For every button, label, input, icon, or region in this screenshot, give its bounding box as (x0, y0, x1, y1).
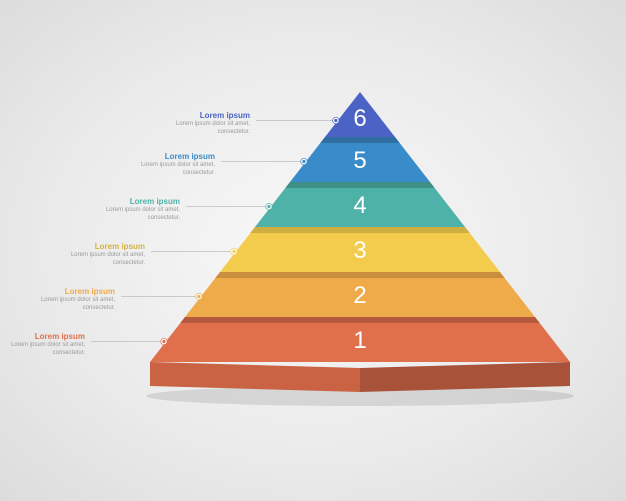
callout-1: Lorem ipsum Lorem ipsum dolor sit amet, … (0, 332, 85, 358)
level-1-topband (180, 317, 539, 323)
connector-dot-2 (197, 295, 200, 298)
callout-body: Lorem ipsum dolor sit amet, consectetur. (45, 252, 145, 267)
connector-dot-3 (232, 250, 235, 253)
connector-dot-1 (162, 340, 165, 343)
callout-body: Lorem ipsum dolor sit amet, consectetur. (115, 162, 215, 177)
callout-title: Lorem ipsum (115, 152, 215, 162)
callout-5: Lorem ipsum Lorem ipsum dolor sit amet, … (115, 152, 215, 178)
callout-title: Lorem ipsum (45, 242, 145, 252)
callout-4: Lorem ipsum Lorem ipsum dolor sit amet, … (80, 197, 180, 223)
callout-body: Lorem ipsum dolor sit amet, consectetur. (80, 207, 180, 222)
connector-dot-4 (267, 205, 270, 208)
callout-title: Lorem ipsum (0, 332, 85, 342)
callout-body: Lorem ipsum dolor sit amet, consectetur. (0, 342, 85, 357)
connector-dot-5 (302, 160, 305, 163)
level-3-topband (250, 227, 469, 233)
callout-title: Lorem ipsum (80, 197, 180, 207)
level-1-number: 1 (353, 327, 366, 354)
callout-6: Lorem ipsum Lorem ipsum dolor sit amet, … (150, 111, 250, 137)
callout-2: Lorem ipsum Lorem ipsum dolor sit amet, … (15, 287, 115, 313)
level-2-topband (215, 272, 504, 278)
callout-title: Lorem ipsum (150, 111, 250, 121)
level-5-topband (320, 137, 399, 143)
callout-body: Lorem ipsum dolor sit amet, consectetur. (15, 297, 115, 312)
callout-3: Lorem ipsum Lorem ipsum dolor sit amet, … (45, 242, 145, 268)
pyramid-infographic: { "type": "pyramid", "background": {"cen… (0, 0, 626, 501)
level-4-number: 4 (353, 192, 366, 219)
level-6-number: 6 (353, 105, 366, 132)
connector-dot-6 (334, 119, 337, 122)
level-4-topband (285, 182, 434, 188)
base-3d-right (360, 362, 570, 392)
callout-title: Lorem ipsum (15, 287, 115, 297)
level-5-number: 5 (353, 147, 366, 174)
callout-body: Lorem ipsum dolor sit amet, consectetur. (150, 121, 250, 136)
level-2-number: 2 (353, 282, 366, 309)
level-3-number: 3 (353, 237, 366, 264)
base-3d-left (150, 362, 360, 392)
